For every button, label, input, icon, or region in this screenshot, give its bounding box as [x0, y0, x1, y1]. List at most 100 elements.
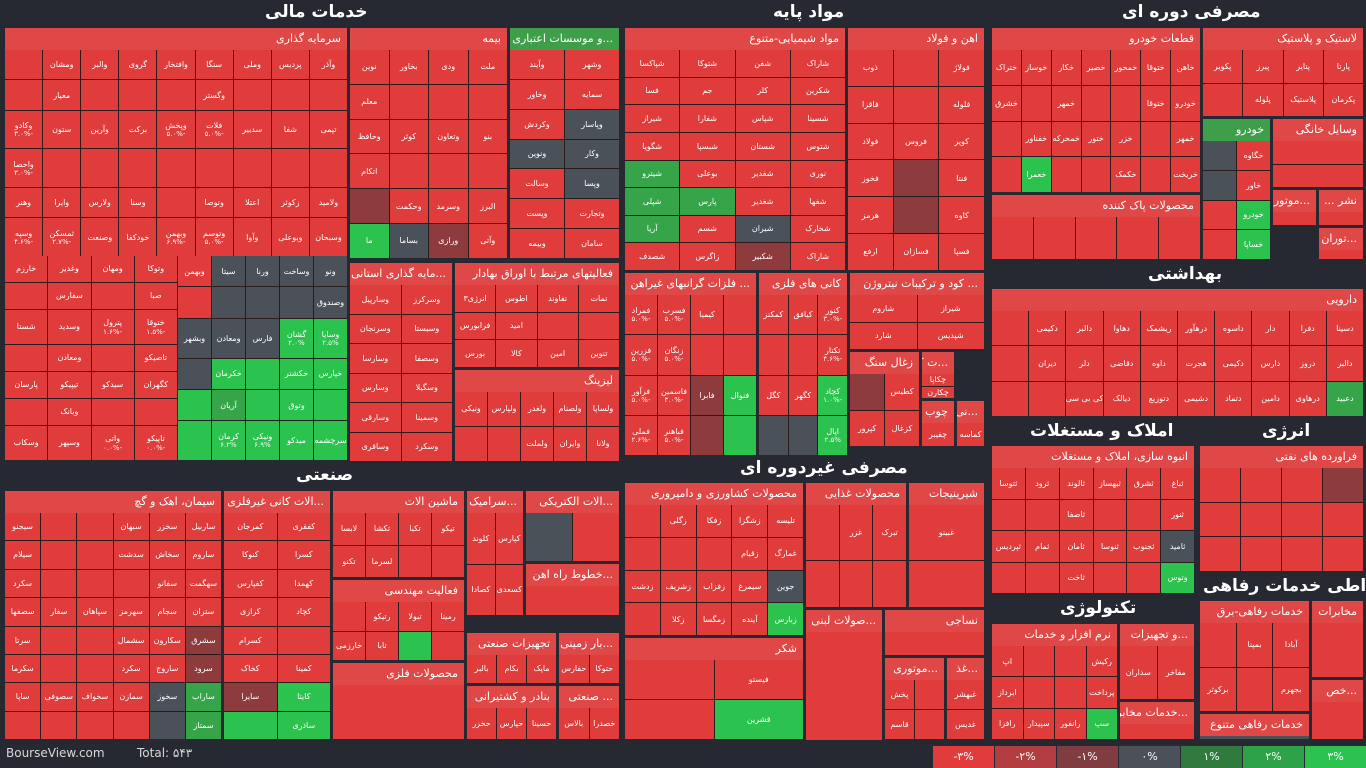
stock-cell[interactable] [1025, 562, 1059, 593]
stock-cell[interactable]: خودرو [1237, 200, 1270, 230]
stock-cell[interactable]: بکام [497, 655, 526, 683]
stock-cell[interactable]: فابرا [691, 375, 723, 415]
stock-cell[interactable] [625, 505, 660, 537]
stock-cell[interactable]: کرازی [224, 598, 277, 626]
g-darooyi[interactable]: دارویی دسینا دفرا دار داسوه درهآور ریشمک دهاوا د… [992, 289, 1363, 416]
stock-cell[interactable]: وآیند [510, 50, 564, 79]
stock-cell[interactable] [81, 80, 119, 110]
stock-cell[interactable] [157, 149, 195, 187]
stock-cell[interactable]: شپلی [625, 188, 680, 215]
stock-cell[interactable]: داوه [1140, 346, 1177, 381]
stock-cell[interactable]: ولملت [521, 427, 553, 461]
stock-cell[interactable]: وکادو -۳.۰% [5, 110, 43, 149]
stock-cell[interactable] [91, 282, 134, 309]
stock-cell[interactable] [271, 80, 309, 110]
stock-cell[interactable]: شسم [680, 215, 735, 243]
stock-cell[interactable]: وسیستا [401, 314, 452, 343]
stock-cell[interactable] [1127, 562, 1161, 593]
g-tajhizat[interactable]: تجهیزات صنعتی ماپک بکام بالبر [467, 633, 556, 683]
stock-cell[interactable] [77, 654, 113, 683]
stock-cell[interactable]: سصوفی [41, 683, 77, 711]
stock-cell[interactable]: وسارپیل [350, 285, 401, 314]
stock-cell[interactable]: سشمال [113, 626, 149, 654]
stock-cell[interactable]: ثمام [1025, 531, 1059, 562]
stock-cell[interactable]: کماسه [957, 423, 984, 446]
stock-cell[interactable]: سکارون [149, 626, 185, 654]
stock-cell[interactable]: کسعدی [495, 564, 523, 615]
stock-cell[interactable] [233, 80, 271, 110]
stock-cell[interactable] [1319, 250, 1363, 259]
stock-cell[interactable]: شپدیس [917, 322, 984, 349]
stock-cell[interactable]: وسمینا [401, 403, 452, 432]
stock-cell[interactable] [691, 415, 723, 455]
stock-cell[interactable]: دشیمی [1178, 381, 1215, 416]
stock-cell[interactable]: خشرق [992, 85, 1021, 121]
stock-cell[interactable]: امین [537, 340, 578, 367]
stock-cell[interactable]: پکویر [1203, 50, 1243, 83]
stock-cell[interactable]: اطوس [496, 285, 537, 312]
stock-cell[interactable] [178, 389, 211, 421]
stock-cell[interactable] [873, 561, 906, 607]
stock-cell[interactable]: وتوق [280, 389, 313, 421]
stock-cell[interactable] [1241, 537, 1281, 571]
g-banader[interactable]: بنادر و کشتیرانی حسینا حپارس حخزر [467, 686, 556, 739]
stock-cell[interactable]: کیافق [788, 295, 818, 335]
stock-cell[interactable]: بالبر [467, 655, 496, 683]
stock-cell[interactable] [1023, 646, 1054, 677]
g-choob[interactable]: چوب چفیبر [922, 401, 954, 446]
stock-cell[interactable]: خاهن [1171, 50, 1200, 85]
stock-cell[interactable] [134, 398, 177, 425]
stock-cell[interactable]: پرداخت [1086, 677, 1117, 708]
g-khodro[interactable]: خودرو خگاوه خاور خودرو خساپا [1203, 119, 1270, 259]
stock-cell[interactable]: دالبر [1066, 311, 1103, 346]
stock-cell[interactable] [992, 346, 1029, 381]
stock-cell[interactable]: سیتا [212, 256, 245, 287]
stock-cell[interactable]: وبهمن -۶.۹% [157, 218, 195, 256]
stock-cell[interactable]: ورازی [429, 224, 468, 258]
stock-cell[interactable]: وپسا [565, 169, 619, 199]
stock-cell[interactable]: پارسان [5, 371, 48, 398]
stock-cell[interactable] [233, 149, 271, 187]
stock-cell[interactable]: فاقزا [848, 86, 893, 123]
stock-cell[interactable] [1203, 170, 1236, 200]
g-bahadar[interactable]: فعالیتهای مرتبط با اوراق بهادار تمات تفاون… [455, 263, 619, 367]
g-ghateat[interactable]: قطعات خودرو خاهن ختوقا خمحور خصیر خکار خوساز خت… [992, 28, 1200, 192]
stock-cell[interactable]: بوعلی [680, 160, 735, 188]
stock-cell[interactable]: وغدیر [48, 256, 91, 282]
stock-cell[interactable]: خکار [1051, 50, 1081, 85]
stock-cell[interactable]: کلوند [467, 513, 495, 564]
stock-cell[interactable] [1055, 646, 1086, 677]
stock-cell[interactable]: ثبهساز [1093, 468, 1127, 499]
stock-cell[interactable]: ولانا [587, 427, 619, 461]
stock-cell[interactable]: سفار [41, 598, 77, 626]
g-sarmayegozari[interactable]: سرمایه گذاری وآذر پردیس وملی سنگا وافتخار گروی… [5, 28, 347, 256]
stock-cell[interactable]: برکوثر [1200, 667, 1236, 711]
stock-cell[interactable]: کالا [496, 340, 537, 367]
stock-cell[interactable]: سهگمت [185, 569, 221, 598]
stock-cell[interactable] [468, 84, 507, 119]
stock-cell[interactable] [309, 149, 347, 187]
stock-cell[interactable]: سامان [565, 229, 619, 258]
stock-cell[interactable]: لسرما [366, 545, 398, 577]
stock-cell[interactable]: معلم [350, 84, 389, 119]
stock-cell[interactable]: اتکام [350, 154, 389, 189]
g-ghazayi2[interactable]: ...غذ غبهشر غدیس [947, 658, 984, 739]
stock-cell[interactable] [1081, 85, 1111, 121]
stock-cell[interactable] [350, 189, 389, 224]
stock-cell[interactable]: وسارقی [350, 403, 401, 432]
stock-cell[interactable]: ملت [468, 50, 507, 84]
stock-cell[interactable]: فزرین -۵.۰% [625, 335, 657, 375]
stock-cell[interactable]: شاراک [790, 243, 845, 270]
stock-cell[interactable]: کگل [759, 375, 788, 415]
stock-cell[interactable]: ابرداز [992, 677, 1023, 708]
g-ekhtesasi[interactable]: ...خص [1312, 680, 1363, 739]
stock-cell[interactable]: ورنا [246, 256, 279, 287]
stock-cell[interactable]: فولاد [848, 123, 893, 160]
stock-cell[interactable]: اعتلا [233, 187, 271, 218]
stock-cell[interactable] [806, 561, 839, 607]
stock-cell[interactable]: فسازان [893, 234, 939, 270]
stock-cell[interactable]: وسرمد [429, 189, 468, 224]
g-lastik[interactable]: لاستیک و پلاستیک پارتا پتایر پیرز پکویر پکرما… [1203, 28, 1363, 116]
stock-cell[interactable]: کفقری [277, 513, 330, 541]
stock-cell[interactable] [1023, 677, 1054, 708]
